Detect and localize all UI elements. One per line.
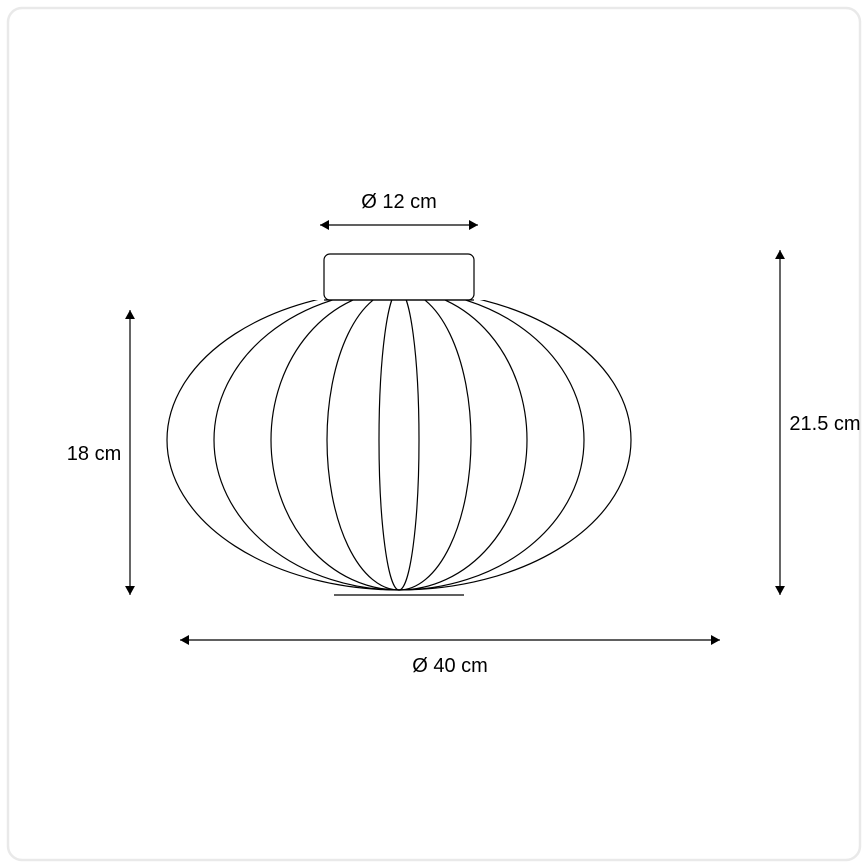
dim-label-right: 21.5 cm (789, 413, 860, 435)
dim-label-top: Ø 12 cm (361, 191, 437, 213)
dim-label-left: 18 cm (67, 443, 121, 465)
dim-label-bottom: Ø 40 cm (412, 655, 488, 677)
lamp-shade (167, 290, 631, 590)
